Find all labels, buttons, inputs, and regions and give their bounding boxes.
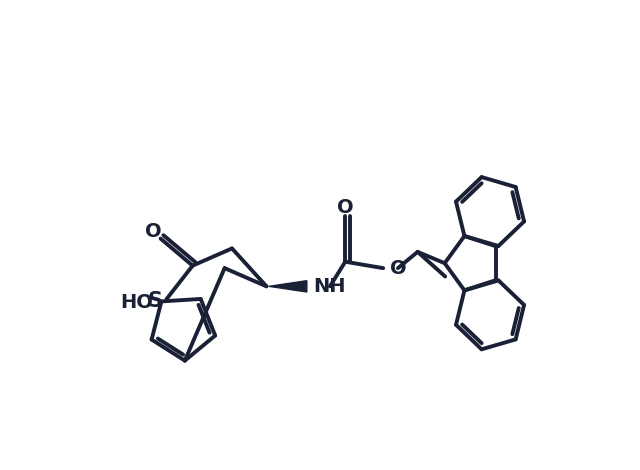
- Text: O: O: [145, 222, 162, 241]
- Text: O: O: [337, 198, 353, 217]
- Text: O: O: [390, 258, 406, 278]
- Polygon shape: [269, 281, 307, 292]
- Text: S: S: [148, 291, 163, 312]
- Text: NH: NH: [313, 277, 346, 296]
- Text: HO: HO: [120, 293, 153, 312]
